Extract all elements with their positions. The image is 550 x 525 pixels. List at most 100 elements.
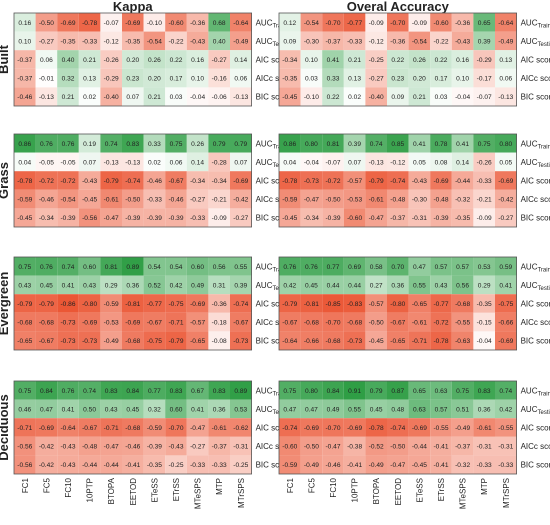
cell-value-label: -0.56 bbox=[17, 444, 32, 451]
cell-value-label: 0.16 bbox=[191, 57, 204, 64]
cell-value-label: -0.59 bbox=[17, 197, 32, 204]
cell-value-label: 0.21 bbox=[413, 94, 426, 101]
row-label: AIC score bbox=[521, 56, 550, 65]
cell-value-label: -0.33 bbox=[190, 215, 205, 222]
cell-value-label: -0.68 bbox=[125, 338, 140, 345]
heatmap-cell bbox=[495, 87, 517, 106]
cell-value-label: -0.59 bbox=[147, 425, 162, 432]
cell-value-label: -0.35 bbox=[455, 215, 470, 222]
row-label: AICc score bbox=[256, 74, 296, 83]
cell-value-label: 0.77 bbox=[148, 388, 161, 395]
cell-value-label: -0.59 bbox=[282, 197, 297, 204]
heatmap-cell bbox=[100, 275, 122, 295]
heatmap-cell bbox=[473, 13, 495, 32]
cell-value-label: -0.67 bbox=[147, 320, 162, 327]
heatmap-cell bbox=[208, 171, 230, 190]
cell-value-label: 0.36 bbox=[478, 406, 491, 413]
cell-value-label: 0.45 bbox=[126, 406, 139, 413]
cell-value-label: 0.60 bbox=[191, 264, 204, 271]
heatmap-cell bbox=[279, 418, 301, 437]
heatmap-cell bbox=[279, 87, 301, 106]
cell-value-label: 0.33 bbox=[327, 76, 340, 83]
cell-value-label: 0.78 bbox=[435, 141, 448, 148]
heatmap-cell bbox=[300, 275, 323, 295]
cell-value-label: -0.79 bbox=[17, 301, 32, 308]
heatmap-cell bbox=[100, 257, 122, 276]
cell-value-label: 0.45 bbox=[40, 282, 53, 289]
heatmap-cell bbox=[14, 331, 36, 350]
cell-value-label: 0.41 bbox=[413, 141, 426, 148]
cell-value-label: -0.31 bbox=[498, 444, 513, 451]
cell-value-label: 0.53 bbox=[234, 406, 247, 413]
heatmap-cell bbox=[408, 31, 431, 51]
heatmap-cell bbox=[35, 134, 58, 153]
heatmap-cell bbox=[14, 152, 36, 172]
heatmap-cell bbox=[365, 257, 387, 276]
cell-value-label: 0.46 bbox=[18, 406, 31, 413]
cell-value-label: 0.84 bbox=[126, 388, 139, 395]
cell-value-label: -0.35 bbox=[60, 38, 75, 45]
cell-value-label: 0.55 bbox=[413, 282, 426, 289]
heatmap-cell bbox=[365, 331, 387, 350]
cell-value-label: -0.73 bbox=[233, 338, 248, 345]
heatmap-cell bbox=[165, 331, 187, 350]
cell-value-label: -0.54 bbox=[147, 38, 162, 45]
panel-title: Kappa bbox=[113, 0, 154, 14]
cell-value-label: 0.40 bbox=[62, 57, 75, 64]
cell-value-label: 0.60 bbox=[170, 406, 183, 413]
heatmap-cell bbox=[495, 418, 517, 437]
cell-value-label: -0.70 bbox=[325, 20, 340, 27]
cell-value-label: 0.04 bbox=[18, 159, 31, 166]
heatmap-cell bbox=[408, 331, 431, 350]
cell-value-label: -0.69 bbox=[233, 178, 248, 185]
row-label: AIC score bbox=[521, 424, 550, 433]
cell-value-label: -0.42 bbox=[233, 197, 248, 204]
cell-value-label: -0.72 bbox=[433, 320, 448, 327]
cell-value-label: 0.53 bbox=[478, 264, 491, 271]
heatmap-cell bbox=[343, 381, 366, 400]
heatmap-cell bbox=[208, 134, 230, 153]
cell-value-label: 0.89 bbox=[126, 264, 139, 271]
heatmap-cell bbox=[451, 331, 474, 350]
cell-value-label: 0.02 bbox=[83, 94, 96, 101]
cell-value-label: -0.27 bbox=[498, 215, 513, 222]
cell-value-label: -0.75 bbox=[147, 338, 162, 345]
cell-value-label: -0.67 bbox=[233, 320, 248, 327]
row-label: AUCTesting bbox=[521, 37, 550, 48]
cell-value-label: 0.74 bbox=[370, 141, 383, 148]
row-label-base: AICc score bbox=[256, 442, 296, 451]
heatmap-cell bbox=[408, 189, 431, 209]
cell-value-label: -0.34 bbox=[190, 178, 205, 185]
heatmap-cell bbox=[322, 331, 344, 350]
heatmap-cell bbox=[35, 171, 58, 190]
heatmap-cell bbox=[343, 294, 366, 313]
cell-value-label: -0.07 bbox=[477, 94, 492, 101]
heatmap-cell bbox=[279, 399, 301, 419]
cell-value-label: -0.70 bbox=[325, 320, 340, 327]
cell-value-label: -0.45 bbox=[369, 338, 384, 345]
heatmap-cell bbox=[300, 31, 323, 51]
x-tick-label: MTrSPS bbox=[502, 478, 511, 508]
cell-value-label: 0.04 bbox=[283, 159, 296, 166]
x-tick-label: MTrSPS bbox=[237, 478, 246, 508]
cell-value-label: -0.78 bbox=[82, 20, 97, 27]
heatmap-cell bbox=[165, 399, 187, 419]
cell-value-label: 0.76 bbox=[40, 141, 53, 148]
cell-value-label: -0.33 bbox=[212, 462, 227, 469]
cell-value-label: 0.77 bbox=[327, 264, 340, 271]
cell-value-label: -0.64 bbox=[498, 20, 513, 27]
cell-value-label: 0.05 bbox=[499, 159, 512, 166]
heatmap-cell bbox=[430, 331, 452, 350]
heatmap-cell bbox=[365, 50, 387, 69]
cell-value-label: 0.54 bbox=[148, 264, 161, 271]
cell-value-label: -0.85 bbox=[325, 301, 340, 308]
heatmap-cell bbox=[165, 87, 187, 106]
row-label: AICc score bbox=[521, 318, 550, 327]
heatmap-cell bbox=[279, 208, 301, 227]
cell-value-label: -0.37 bbox=[390, 215, 405, 222]
heatmap-cell bbox=[343, 171, 366, 190]
heatmap-cell bbox=[230, 208, 252, 227]
heatmap-cell bbox=[365, 294, 387, 313]
heatmap-cell bbox=[122, 275, 144, 295]
heatmap-cell bbox=[208, 312, 230, 332]
